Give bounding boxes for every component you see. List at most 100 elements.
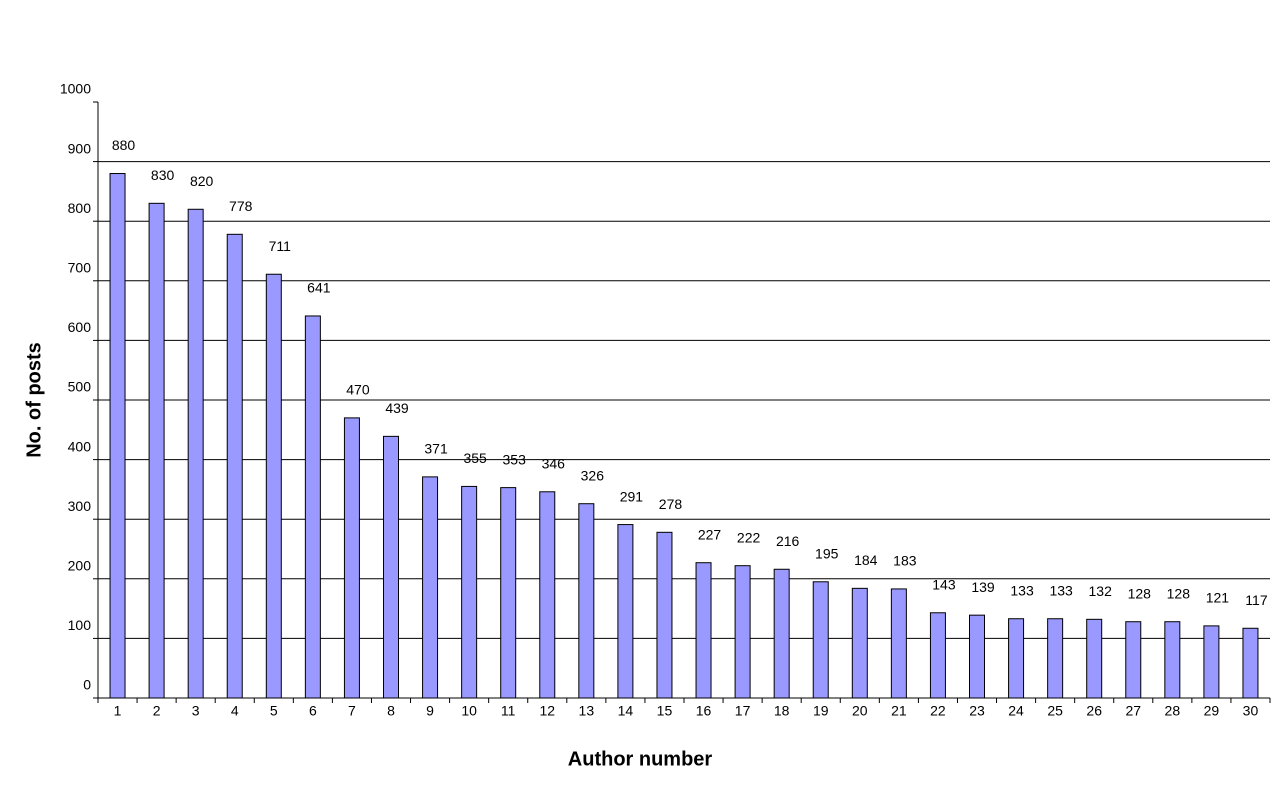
bar: [1242, 627, 1259, 699]
data-label: 778: [229, 198, 253, 214]
x-tick-label: 24: [1008, 703, 1024, 719]
bar: [851, 587, 868, 699]
x-tick-label: 30: [1243, 703, 1259, 719]
bar: [1086, 618, 1103, 699]
x-tick-label: 19: [813, 703, 829, 719]
y-tick-label: 700: [68, 260, 92, 276]
data-label: 470: [346, 382, 370, 398]
y-tick-label: 500: [68, 379, 92, 395]
data-label: 128: [1167, 585, 1191, 601]
bar: [148, 202, 165, 699]
data-label: 216: [776, 533, 800, 549]
x-tick-label: 25: [1047, 703, 1063, 719]
x-tick-label: 20: [852, 703, 868, 719]
x-tick-label: 12: [539, 703, 555, 719]
x-tick-label: 9: [426, 703, 434, 719]
bar: [812, 581, 829, 699]
bar: [734, 565, 751, 699]
data-label: 278: [659, 496, 683, 512]
bar: [656, 531, 673, 699]
bar: [226, 233, 243, 699]
x-tick-label: 17: [735, 703, 751, 719]
data-label: 222: [737, 529, 761, 545]
data-label: 711: [269, 238, 292, 254]
bar: [617, 524, 634, 699]
x-tick-label: 8: [387, 703, 395, 719]
data-label: 291: [620, 488, 644, 504]
x-tick-label: 15: [657, 703, 673, 719]
bar: [1125, 621, 1142, 699]
x-tick-label: 28: [1165, 703, 1181, 719]
data-label: 820: [190, 173, 214, 189]
bar: [343, 417, 360, 699]
data-label: 830: [151, 167, 175, 183]
x-tick-label: 3: [192, 703, 200, 719]
x-axis-title: Author number: [568, 748, 713, 770]
bar: [773, 568, 790, 699]
bar: [383, 435, 399, 699]
x-tick-label: 4: [231, 703, 239, 719]
bar: [1164, 621, 1181, 699]
bar: [1203, 625, 1220, 699]
data-label: 371: [424, 441, 448, 457]
x-tick-label: 1: [114, 703, 122, 719]
data-label: 439: [385, 400, 409, 416]
bar: [1047, 618, 1064, 699]
data-label: 346: [542, 455, 566, 471]
y-tick-label: 400: [68, 438, 92, 454]
data-label: 183: [893, 553, 917, 569]
bar: [304, 315, 321, 699]
x-tick-label: 10: [461, 703, 477, 719]
y-tick-label: 0: [83, 677, 91, 693]
x-tick-label: 5: [270, 703, 278, 719]
data-label: 133: [1049, 582, 1073, 598]
bar: [890, 588, 907, 699]
x-tick-label: 18: [774, 703, 790, 719]
data-label: 132: [1089, 583, 1113, 599]
bar: [187, 208, 204, 699]
data-label: 139: [971, 579, 995, 595]
data-label: 184: [854, 552, 878, 568]
data-label: 128: [1128, 585, 1152, 601]
data-label: 326: [581, 467, 605, 483]
data-label: 641: [307, 280, 331, 296]
x-tick-label: 26: [1086, 703, 1102, 719]
data-label: 195: [815, 545, 839, 561]
y-tick-label: 600: [68, 319, 92, 335]
bar: [422, 476, 439, 699]
data-label: 227: [698, 526, 722, 542]
bar: [500, 487, 517, 699]
y-tick-label: 900: [68, 140, 92, 156]
bar: [929, 612, 946, 699]
bar: [461, 485, 478, 699]
x-tick-label: 6: [309, 703, 317, 719]
y-tick-label: 100: [68, 617, 92, 633]
y-tick-label: 800: [68, 200, 92, 216]
bar: [1008, 618, 1025, 699]
bar: [969, 614, 985, 699]
data-label: 121: [1206, 590, 1230, 606]
x-tick-label: 14: [618, 703, 634, 719]
x-tick-label: 27: [1125, 703, 1141, 719]
x-tick-label: 23: [969, 703, 985, 719]
data-label: 880: [112, 137, 136, 153]
bar: [578, 503, 595, 699]
x-tick-label: 22: [930, 703, 946, 719]
bar: [265, 273, 282, 699]
data-label: 143: [932, 576, 956, 592]
x-tick-label: 2: [153, 703, 161, 719]
x-tick-label: 21: [891, 703, 907, 719]
y-tick-label: 300: [68, 498, 92, 514]
bar: [539, 491, 556, 699]
x-tick-label: 7: [348, 703, 356, 719]
data-label: 117: [1245, 592, 1268, 608]
x-tick-label: 13: [579, 703, 595, 719]
data-label: 355: [463, 450, 487, 466]
bar: [109, 173, 126, 699]
data-label: 133: [1010, 582, 1034, 598]
y-tick-label: 200: [68, 558, 92, 574]
x-tick-label: 11: [501, 703, 516, 719]
bar: [695, 562, 712, 699]
x-tick-label: 16: [696, 703, 712, 719]
